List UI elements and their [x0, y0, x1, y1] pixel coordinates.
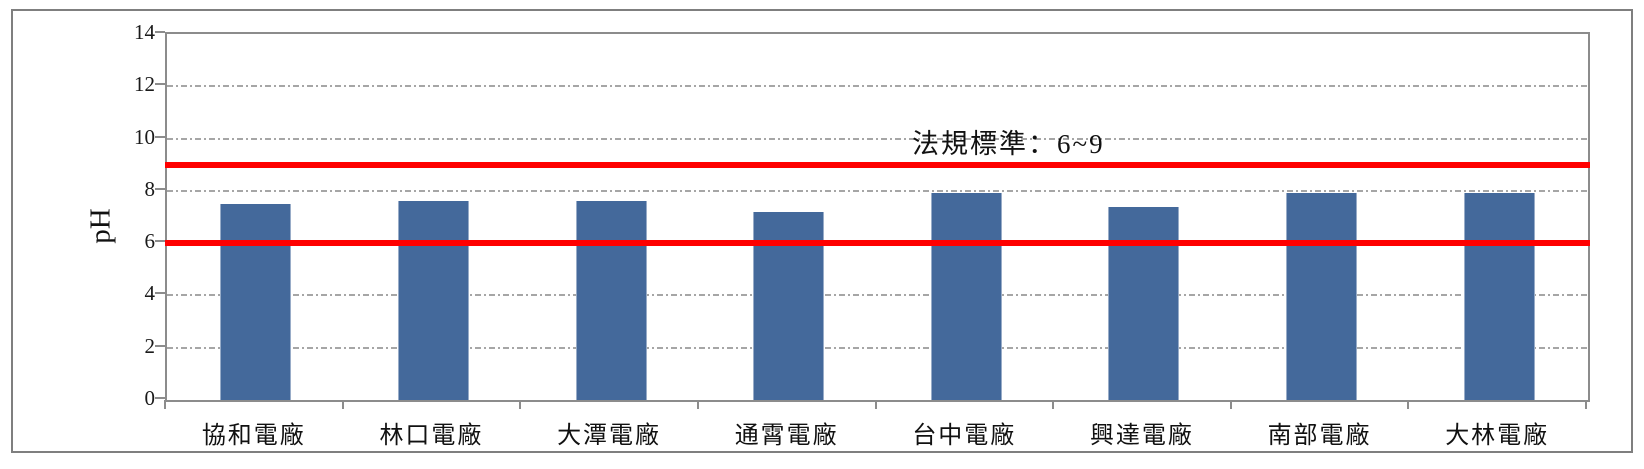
- x-tick-mark-5: [1052, 400, 1055, 409]
- y-tick-mark-14: [155, 31, 165, 33]
- x-category-label-7: 南部電廠: [1267, 423, 1372, 449]
- y-tick-label-4: 4: [144, 281, 156, 306]
- limit-line-ph-6: [165, 240, 1590, 247]
- y-tick-label-6: 6: [144, 229, 156, 254]
- bar-興達電廠: [1108, 206, 1180, 400]
- bar-大林電廠: [1463, 193, 1535, 400]
- y-tick-mark-2: [155, 344, 165, 347]
- y-tick-label-12: 12: [134, 72, 155, 97]
- gridline-ph-2: [167, 346, 1588, 349]
- y-tick-mark-0: [155, 397, 165, 399]
- x-category-label-8: 大林電廠: [1445, 423, 1550, 449]
- y-tick-mark-10: [155, 135, 165, 138]
- y-tick-label-8: 8: [144, 176, 156, 201]
- x-tick-mark-2: [519, 400, 522, 409]
- plot-area: 法規標準：6~9: [165, 32, 1590, 402]
- x-tick-mark-6: [1229, 400, 1232, 409]
- x-category-label-4: 通霄電廠: [734, 423, 839, 449]
- chart-figure: pH 0 2 4 6 8 10 12 14 法規標準：6~9 協和電廠 林口電廠 大潭電廠 通霄電廠…: [11, 9, 1633, 453]
- x-category-label-2: 林口電廠: [379, 423, 484, 449]
- gridline-ph-4: [167, 294, 1588, 297]
- x-tick-mark-1: [341, 400, 344, 409]
- y-tick-mark-4: [155, 292, 165, 295]
- y-tick-label-14: 14: [134, 20, 155, 44]
- limit-line-ph-9: [165, 161, 1590, 168]
- x-tick-mark-3: [696, 400, 699, 409]
- x-tick-mark-7: [1407, 400, 1410, 409]
- bar-台中電廠: [930, 193, 1002, 400]
- bar-大潭電廠: [575, 201, 647, 400]
- x-category-label-1: 協和電廠: [201, 423, 306, 449]
- bar-協和電廠: [220, 203, 292, 400]
- y-tick-label-0: 0: [144, 386, 156, 410]
- x-category-label-5: 台中電廠: [912, 423, 1017, 449]
- y-tick-mark-6: [155, 240, 165, 243]
- y-tick-mark-8: [155, 187, 165, 190]
- gridline-ph-10: [167, 137, 1588, 140]
- x-category-label-6: 興達電廠: [1089, 423, 1194, 449]
- gridline-ph-8: [167, 189, 1588, 192]
- x-tick-mark-0: [164, 400, 166, 409]
- y-tick-label-2: 2: [144, 333, 156, 358]
- x-category-label-3: 大潭電廠: [557, 423, 662, 449]
- y-tick-label-10: 10: [134, 124, 155, 149]
- y-tick-mark-12: [155, 83, 165, 86]
- bar-南部電廠: [1286, 193, 1358, 400]
- gridline-ph-12: [167, 85, 1588, 88]
- regulation-standard-annotation: 法規標準：6~9: [912, 129, 1105, 159]
- x-tick-mark-4: [874, 400, 877, 409]
- bar-林口電廠: [397, 201, 469, 400]
- x-tick-mark-8: [1585, 400, 1587, 409]
